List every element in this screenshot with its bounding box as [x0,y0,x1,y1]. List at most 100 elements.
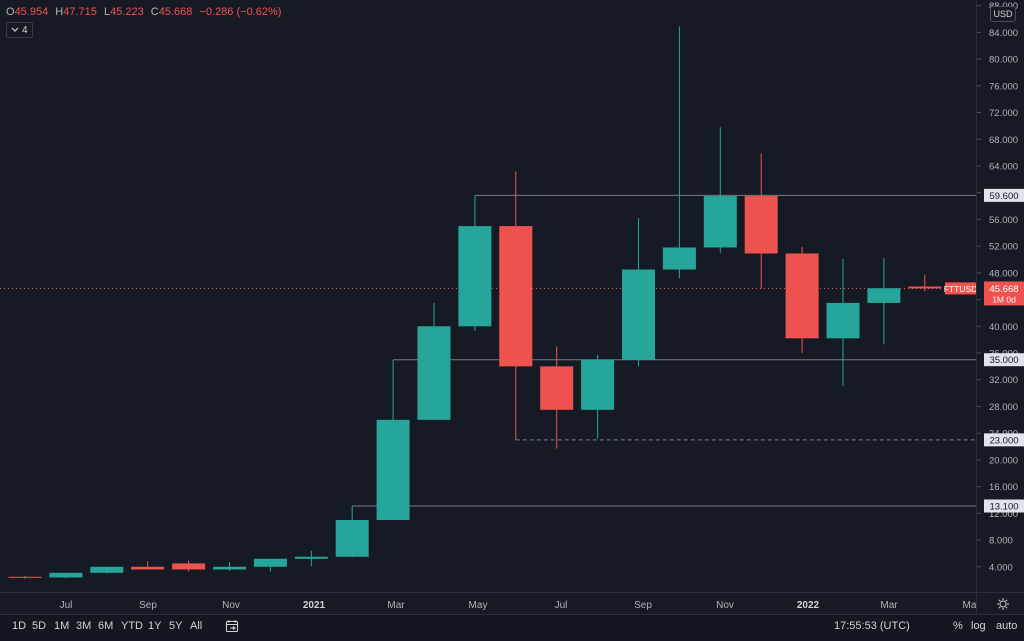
percent-toggle[interactable]: % [953,620,963,632]
range-button-all[interactable]: All [190,620,203,632]
time-label: Jul [555,600,568,611]
clock[interactable]: 17:55:53 (UTC) [834,620,910,632]
time-label: 2022 [797,600,820,611]
candle-2021-10[interactable] [703,127,737,253]
candle-2021-03[interactable] [417,302,451,420]
price-tick: 16.000 [989,482,1018,493]
candle-2021-05[interactable] [499,171,533,440]
price-tick: 52.000 [989,242,1018,253]
auto-toggle[interactable]: auto [996,620,1018,632]
chart-area[interactable]: FTTUSD O45.954 H47.715 L45.223 C45.668 −… [0,0,976,592]
price-axis[interactable]: 88.00084.00080.00076.00072.00068.00064.0… [976,0,1024,592]
candle-2022-01[interactable] [826,258,860,386]
candle-2021-08[interactable] [622,218,655,367]
price-tick: 76.000 [989,81,1018,92]
price-tick: 48.000 [989,268,1018,279]
price-tick: 40.000 [989,322,1018,333]
candle-2020-08[interactable] [131,561,165,570]
close-key: C [150,6,159,18]
candle-2021-04[interactable] [458,195,492,331]
axis-settings[interactable] [976,592,1024,615]
indicators-count: 4 [22,24,28,36]
time-label: May [963,600,976,611]
level-price-label: 59.600 [984,188,1024,202]
calendar-range-icon[interactable] [225,619,239,633]
price-tick: 64.000 [989,161,1018,172]
time-axis[interactable]: Jul Sep Nov 2021 Mar May Jul Sep Nov 2022 Mar May [0,592,976,615]
time-label: Nov [716,600,734,611]
range-button-1m[interactable]: 1M [54,620,70,632]
range-button-6m[interactable]: 6M [98,620,114,632]
time-label: Jul [60,600,73,611]
symbol-label: FTTUSD [944,282,976,295]
high-value: 47.715 [63,6,97,18]
log-toggle[interactable]: log [971,620,986,632]
candle-2022-03[interactable] [908,274,942,292]
time-label: Sep [139,600,157,611]
price-tick: 68.000 [989,135,1018,146]
candle-2020-09[interactable] [172,560,206,572]
time-label: Nov [222,600,240,611]
svg-text:1M 0d: 1M 0d [992,294,1016,304]
range-button-3m[interactable]: 3M [76,620,92,632]
currency-button[interactable]: USD [990,6,1016,22]
range-button-5d[interactable]: 5D [32,620,47,632]
price-tick: 72.000 [989,108,1018,119]
time-label: 2021 [303,600,326,611]
close-value: 45.668 [158,6,193,18]
svg-text:23.000: 23.000 [989,435,1018,446]
candle-2021-09[interactable] [662,26,696,279]
range-button-1d[interactable]: 1D [12,620,27,632]
low-value: 45.223 [110,6,144,18]
open-key: O [6,6,15,18]
svg-text:FTTUSD: FTTUSD [944,284,976,294]
price-tick: 12.000 [989,509,1018,520]
level-price-label: 35.000 [984,353,1024,367]
range-button-5y[interactable]: 5Y [169,620,183,632]
price-tick: 28.000 [989,402,1018,413]
candle-2021-06[interactable] [540,346,574,449]
time-label: Sep [634,600,652,611]
bottom-toolbar [0,614,1024,641]
price-tick: 84.000 [989,28,1018,39]
candle-2020-07[interactable] [90,566,124,574]
candle-2020-12[interactable] [294,550,328,567]
svg-text:45.668: 45.668 [989,284,1018,295]
price-tick: 80.000 [989,55,1018,66]
low-key: L [103,6,111,18]
time-label: Mar [880,600,898,611]
level-price-label: 13.100 [984,499,1024,513]
level-price-label: 23.000 [984,433,1024,447]
candle-2022-02[interactable] [867,258,901,345]
change-value: −0.286 (−0.62%) [199,6,282,18]
range-button-ytd[interactable]: YTD [121,620,143,632]
candle-2020-10[interactable] [213,562,246,571]
price-tick: 32.000 [989,375,1018,386]
candle-2021-07[interactable] [581,355,615,439]
chevron-down-icon [11,27,19,32]
candlestick-chart[interactable]: FTTUSD [0,0,976,592]
time-label: May [469,600,488,611]
price-tick: 4.000 [989,562,1013,573]
ohlc-legend: O45.954 H47.715 L45.223 C45.668 −0.286 (… [6,6,281,18]
indicators-toggle[interactable]: 4 [6,22,33,38]
svg-text:13.100: 13.100 [989,501,1018,512]
svg-text:35.000: 35.000 [989,355,1018,366]
range-button-1y[interactable]: 1Y [148,620,162,632]
candle-2021-01[interactable] [335,505,369,558]
open-value: 45.954 [14,6,49,18]
price-tick: 20.000 [989,455,1018,466]
candle-2021-12[interactable] [785,246,819,354]
candle-2020-06[interactable] [49,572,83,579]
gear-icon[interactable] [996,597,1010,611]
time-label: Mar [387,600,405,611]
candle-2020-05[interactable] [8,576,42,579]
price-tick: 8.000 [989,536,1013,547]
candle-2020-11[interactable] [253,558,287,572]
high-key: H [55,6,64,18]
candle-2021-02[interactable] [376,359,410,521]
svg-text:59.600: 59.600 [989,191,1018,202]
candle-2021-11[interactable] [744,153,778,289]
price-tick: 56.000 [989,215,1018,226]
